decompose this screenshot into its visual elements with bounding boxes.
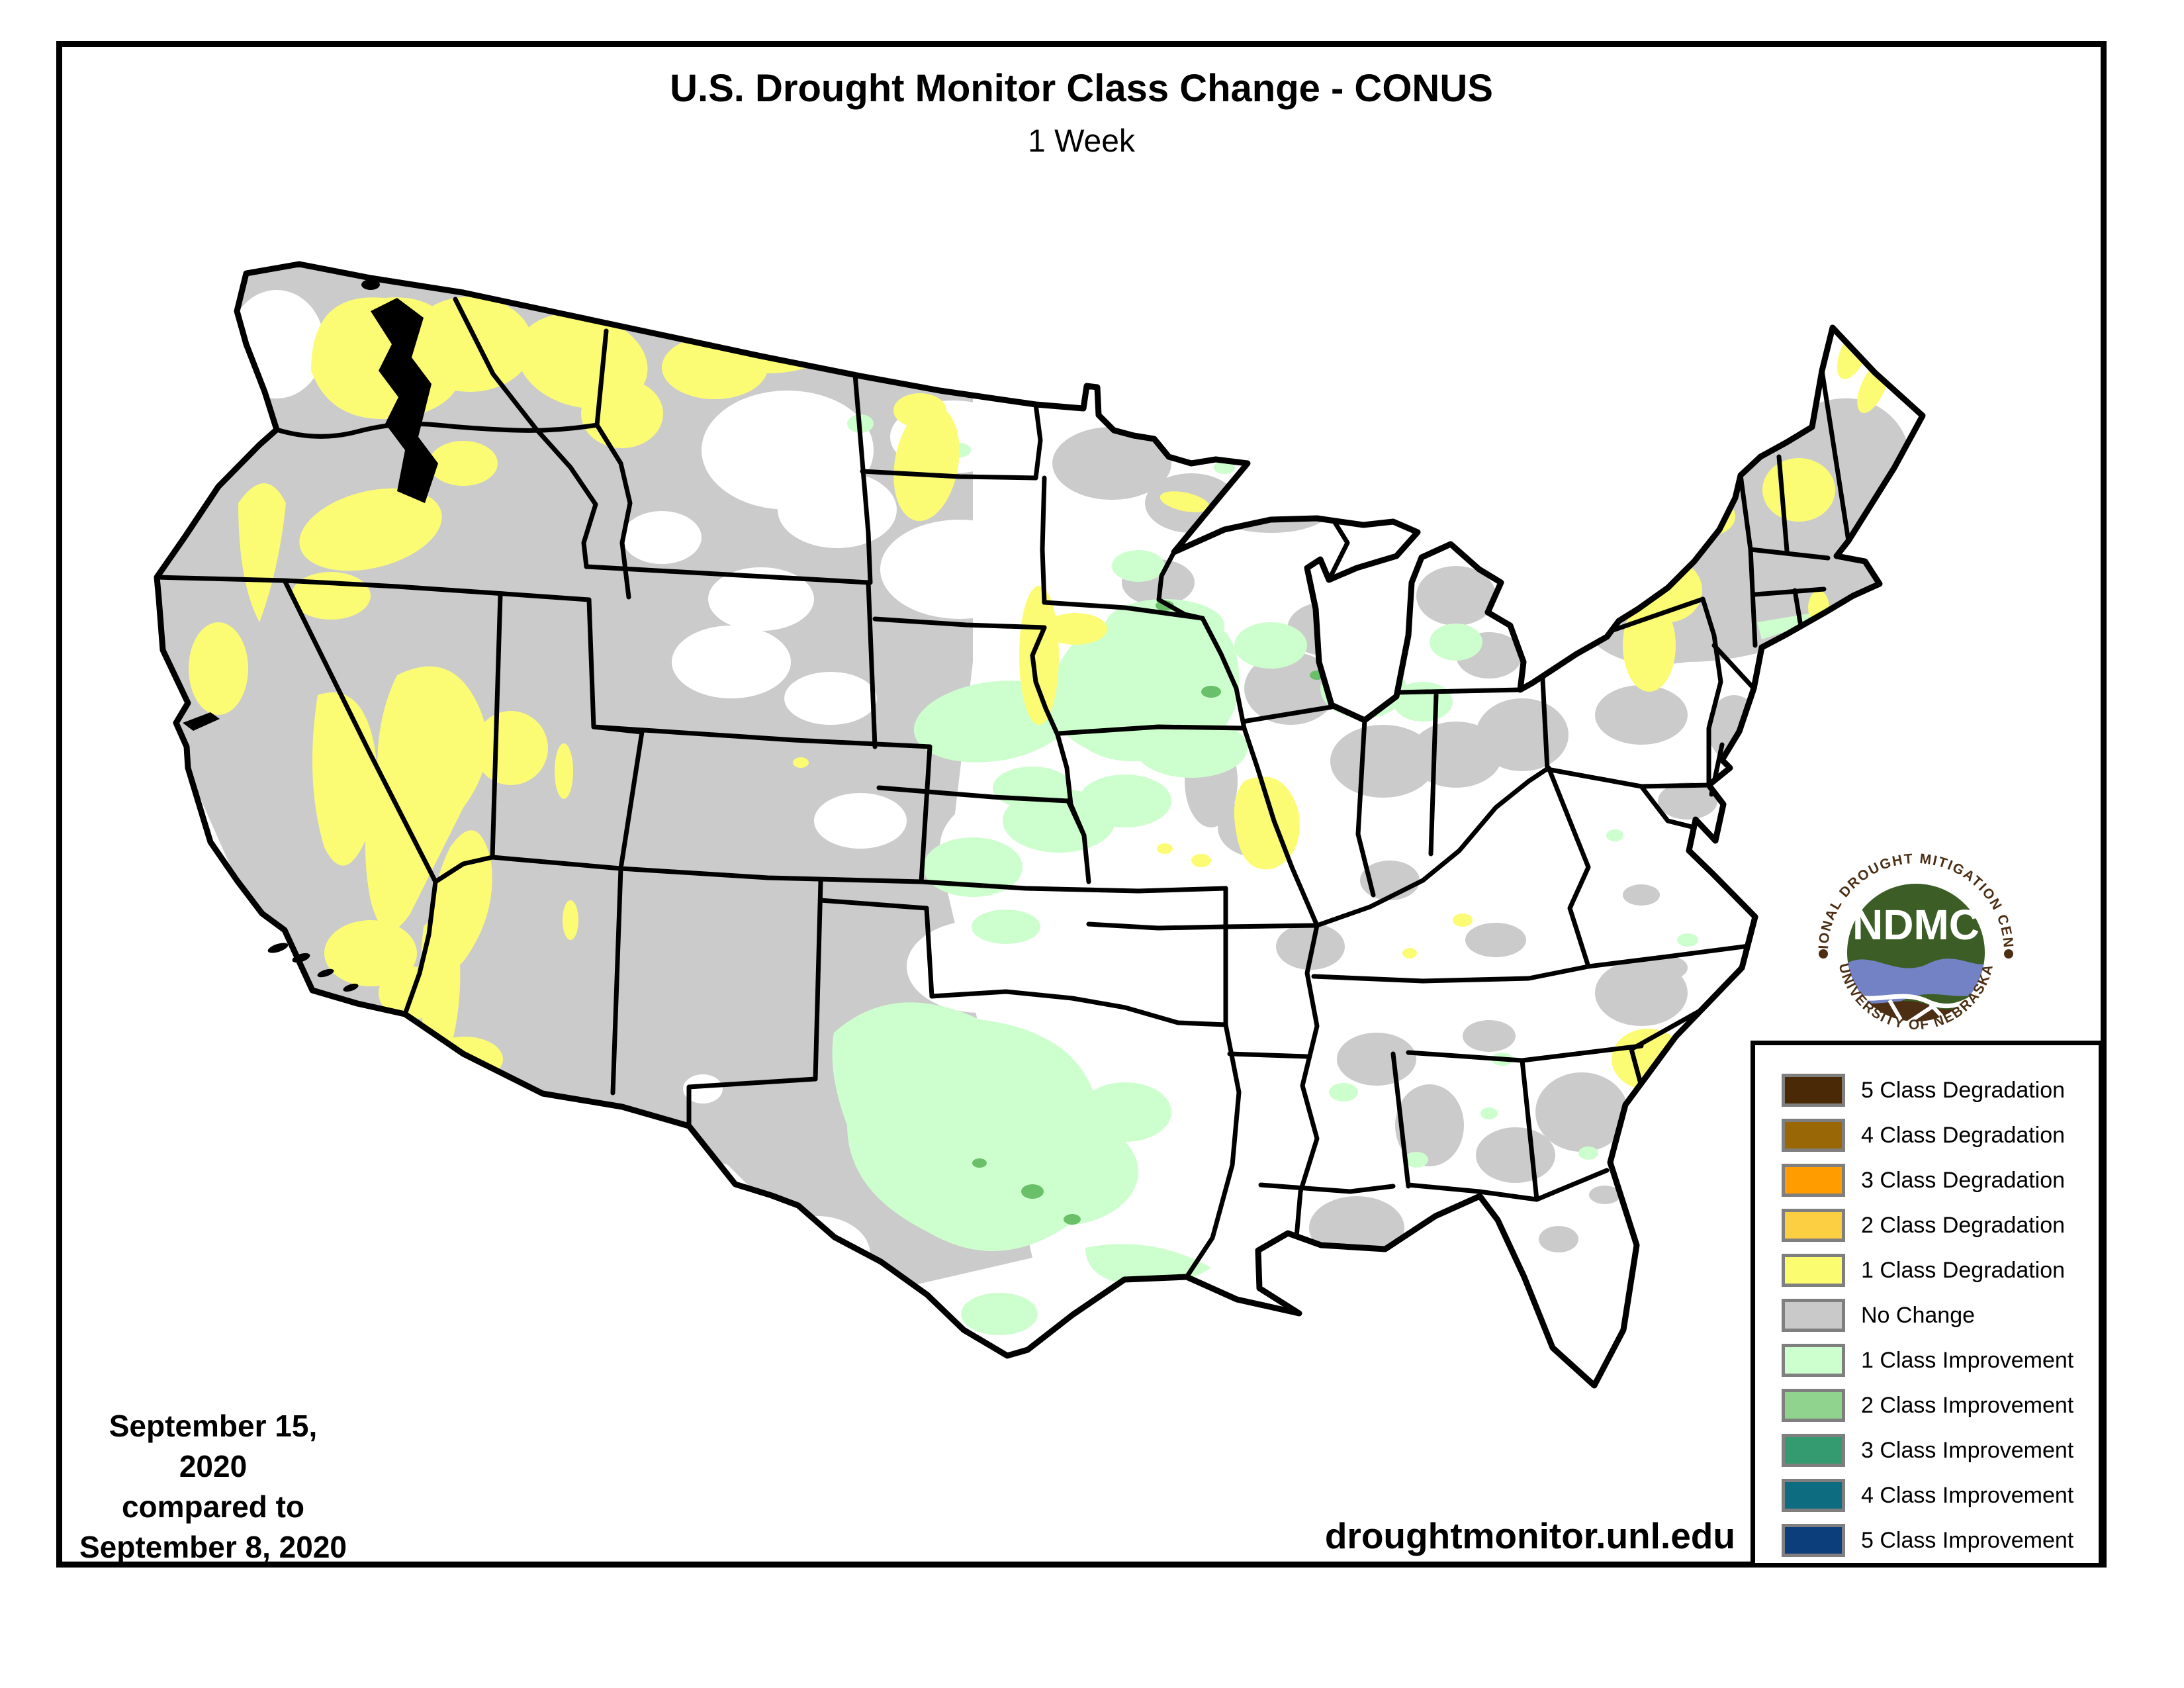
legend-label: 2 Class Degradation bbox=[1861, 1212, 2066, 1238]
legend-label: No Change bbox=[1861, 1302, 1976, 1328]
page-subtitle: 1 Week bbox=[1028, 124, 1135, 159]
legend-item-5-class-degradation: 5 Class Degradation bbox=[1782, 1068, 2099, 1113]
page-title: U.S. Drought Monitor Class Change - CONU… bbox=[670, 67, 1493, 110]
legend-label: 2 Class Improvement bbox=[1861, 1392, 2074, 1418]
legend-swatch bbox=[1782, 1119, 1845, 1152]
comparison-dates: September 15, 2020 compared to September… bbox=[74, 1406, 352, 1568]
legend-swatch bbox=[1782, 1299, 1845, 1332]
legend-label: 5 Class Degradation bbox=[1861, 1077, 2066, 1103]
legend-swatch bbox=[1782, 1434, 1845, 1467]
legend-swatch bbox=[1782, 1524, 1845, 1557]
state-borders bbox=[157, 297, 1851, 1287]
legend-swatch bbox=[1782, 1479, 1845, 1512]
legend-swatch bbox=[1782, 1164, 1845, 1197]
legend-item-5-class-improvement: 5 Class Improvement bbox=[1782, 1518, 2099, 1563]
ndmc-logo: NDMC NATIONAL DROUGHT MITIGATION CENTER … bbox=[1816, 851, 2015, 1033]
legend-label: 1 Class Degradation bbox=[1861, 1257, 2066, 1283]
map-legend: 5 Class Degradation 4 Class Degradation … bbox=[1751, 1041, 2103, 1568]
legend-label: 4 Class Degradation bbox=[1861, 1122, 2066, 1148]
legend-label: 3 Class Improvement bbox=[1861, 1437, 2074, 1463]
legend-swatch bbox=[1782, 1389, 1845, 1422]
legend-swatch bbox=[1782, 1344, 1845, 1377]
legend-label: 5 Class Improvement bbox=[1861, 1527, 2074, 1553]
legend-item-3-class-degradation: 3 Class Degradation bbox=[1782, 1158, 2099, 1203]
legend-label: 1 Class Improvement bbox=[1861, 1347, 2074, 1373]
legend-item-4-class-degradation: 4 Class Degradation bbox=[1782, 1113, 2099, 1158]
legend-swatch bbox=[1782, 1209, 1845, 1242]
website-url: droughtmonitor.unl.edu bbox=[1324, 1515, 1735, 1556]
ring-dot-left bbox=[1819, 949, 1828, 959]
legend-swatch bbox=[1782, 1074, 1845, 1107]
improvement-1-patches bbox=[832, 414, 1821, 1335]
coastal-water-details bbox=[183, 279, 438, 992]
ndmc-acronym: NDMC bbox=[1852, 901, 1979, 949]
us-outline bbox=[154, 261, 1926, 1389]
date-current: September 15, 2020 bbox=[109, 1409, 318, 1483]
date-previous: September 8, 2020 bbox=[79, 1530, 347, 1564]
legend-item-4-class-improvement: 4 Class Improvement bbox=[1782, 1473, 2099, 1518]
legend-item-2-class-improvement: 2 Class Improvement bbox=[1782, 1383, 2099, 1428]
legend-label: 3 Class Degradation bbox=[1861, 1167, 2066, 1193]
legend-label: 4 Class Improvement bbox=[1861, 1482, 2074, 1508]
legend-item-no-change: No Change bbox=[1782, 1293, 2099, 1338]
ring-dot-right bbox=[2004, 949, 2013, 959]
legend-item-2-class-degradation: 2 Class Degradation bbox=[1782, 1203, 2099, 1248]
legend-item-1-class-degradation: 1 Class Degradation bbox=[1782, 1248, 2099, 1293]
legend-swatch bbox=[1782, 1254, 1845, 1287]
legend-item-3-class-improvement: 3 Class Improvement bbox=[1782, 1428, 2099, 1473]
legend-item-1-class-improvement: 1 Class Improvement bbox=[1782, 1338, 2099, 1383]
date-compared-label: compared to bbox=[121, 1489, 305, 1524]
